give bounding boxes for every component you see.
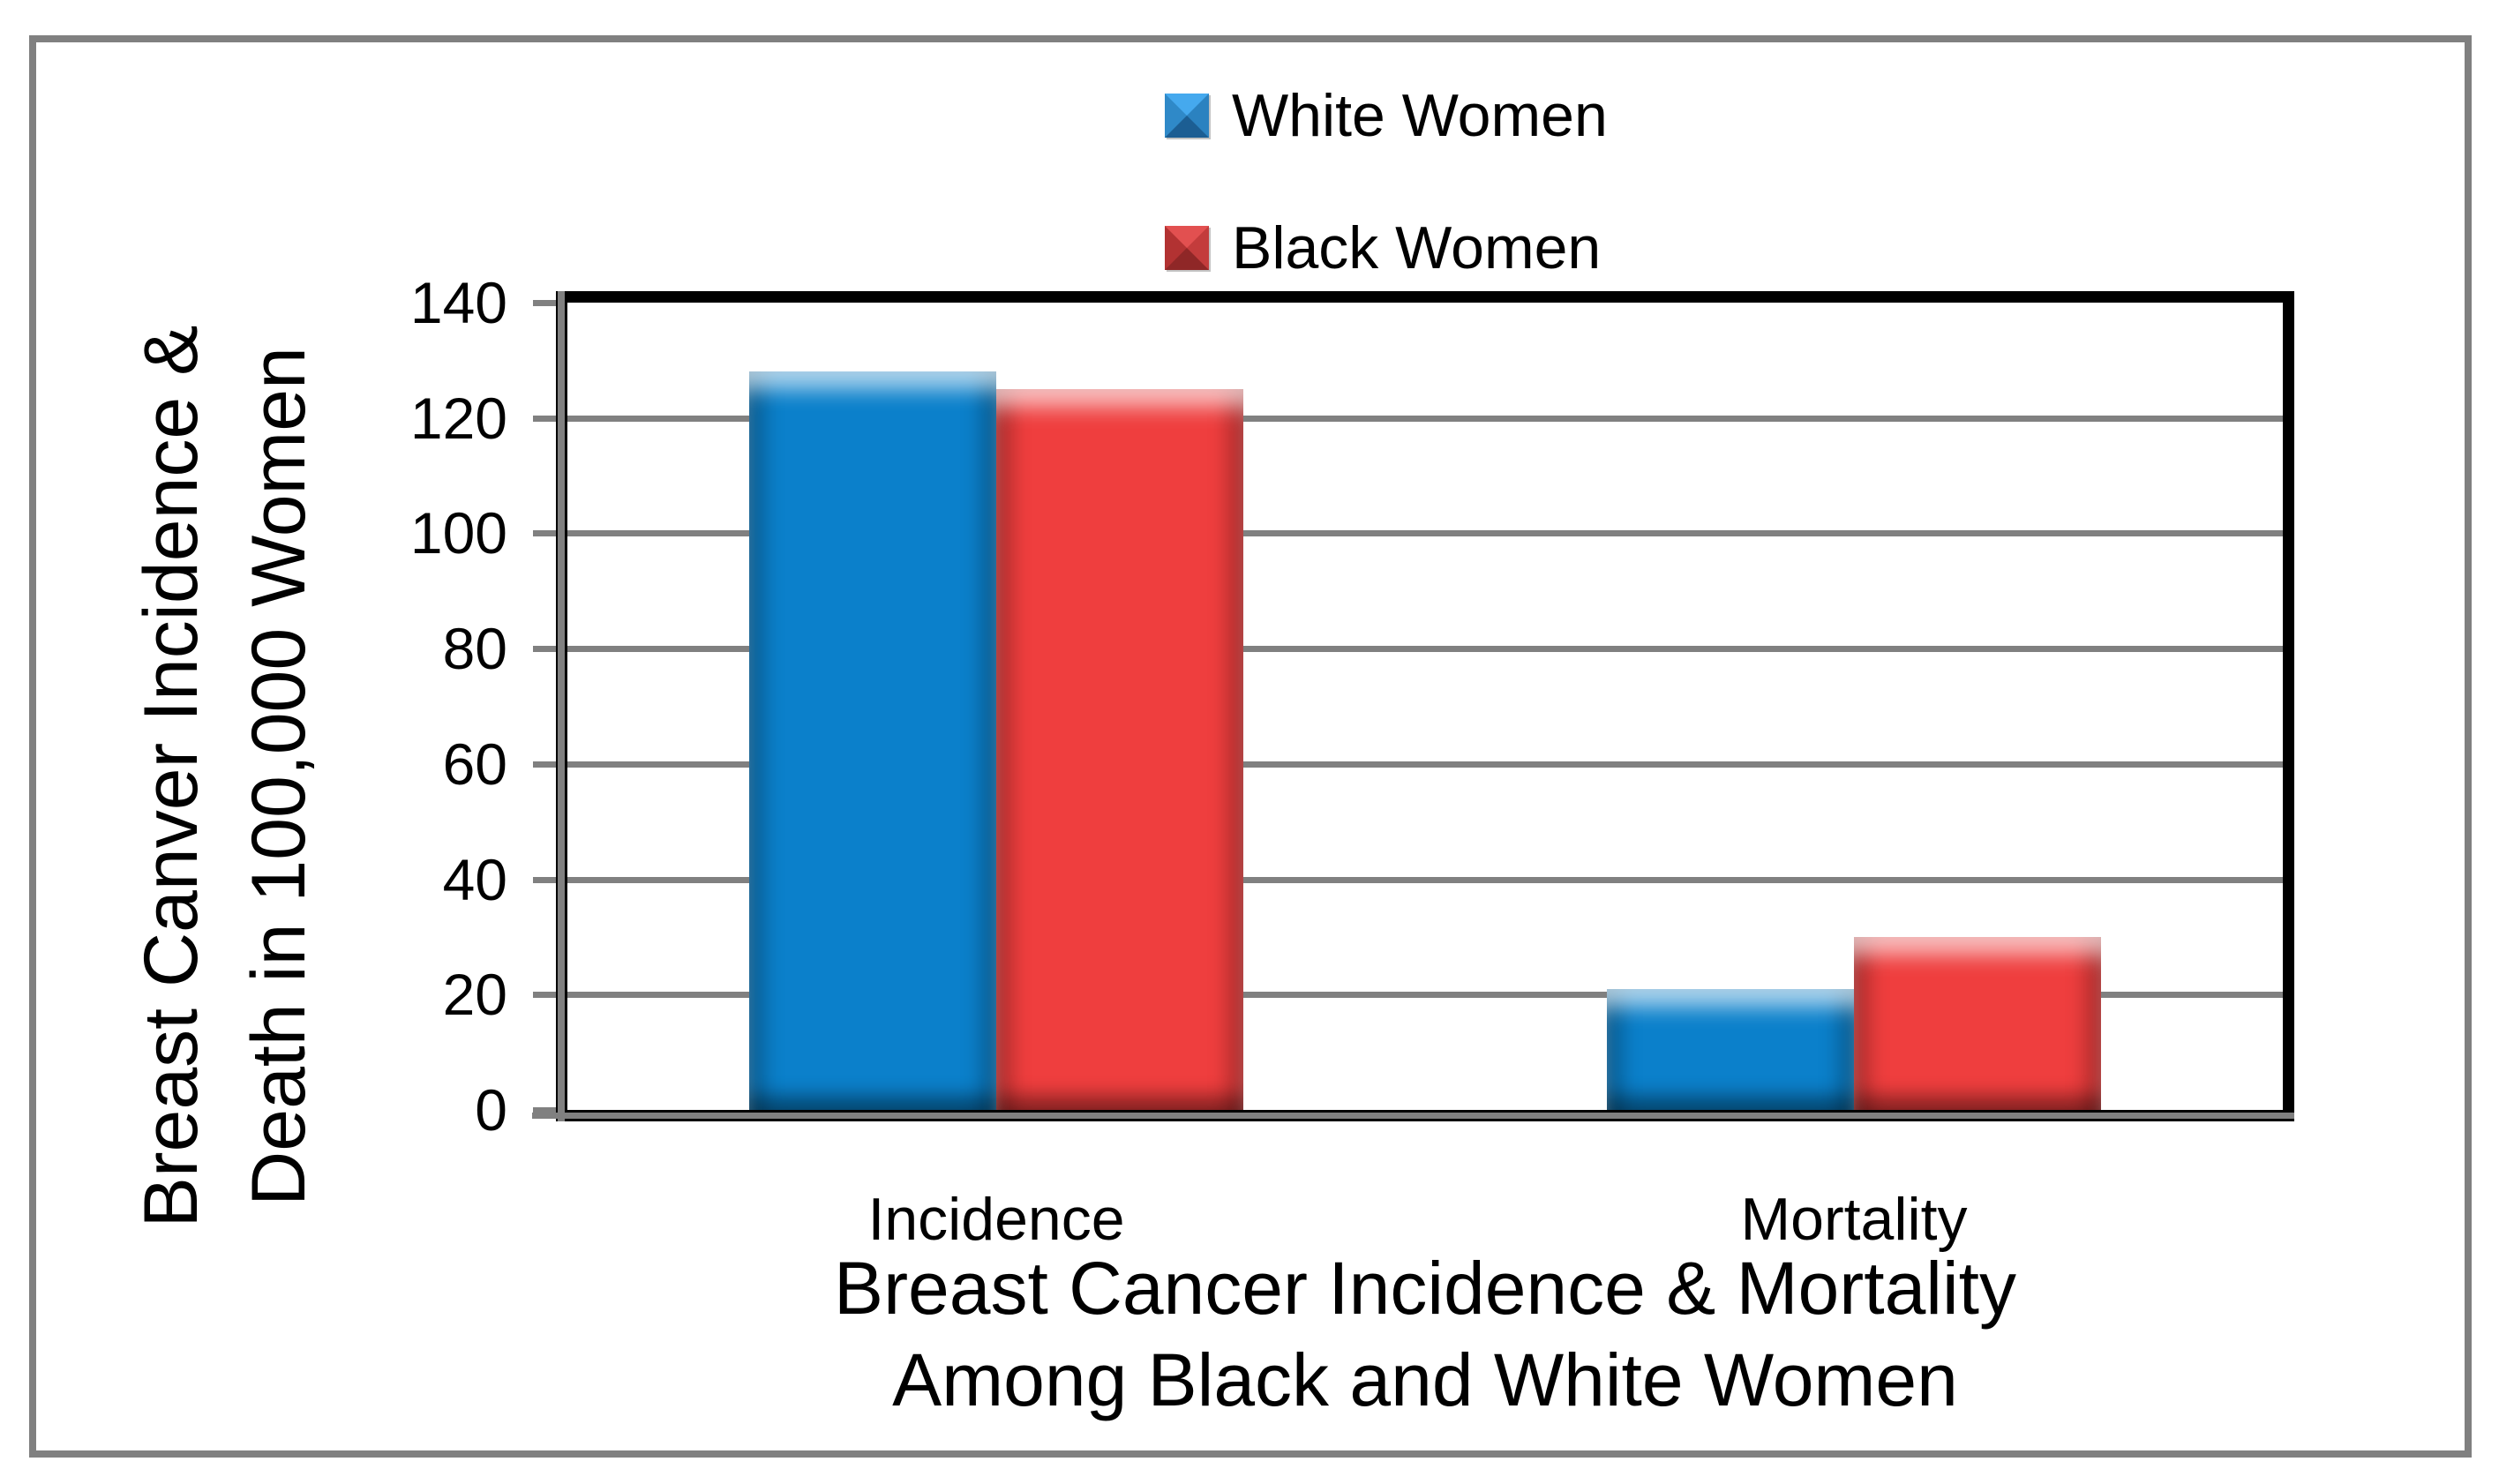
- x-tick-label-incidence: Incidence: [867, 1186, 1125, 1253]
- bar-black-women-mortality: [1854, 937, 2101, 1110]
- bar-white-women-incidence: [749, 371, 996, 1110]
- y-tick-label-80: 80: [442, 616, 507, 681]
- legend-item-black-women: Black Women: [1165, 217, 1608, 279]
- y-tick-80: [533, 646, 556, 652]
- black-women-swatch-icon: [1165, 226, 1209, 270]
- y-tick-label-100: 100: [409, 500, 507, 566]
- y-tick-100: [533, 530, 556, 536]
- legend-item-white-women: White Women: [1165, 85, 1608, 146]
- white-women-swatch-icon: [1165, 94, 1209, 138]
- gridline-60: [567, 761, 2283, 768]
- chart-outer-frame: [29, 35, 2472, 1458]
- y-tick-20: [533, 992, 556, 998]
- gridline-120: [567, 416, 2283, 422]
- y-tick-40: [533, 877, 556, 883]
- gridline-40: [567, 877, 2283, 883]
- chart-title: Breast Cancer Incidence & Mortality Amon…: [454, 1242, 2396, 1426]
- y-tick-label-0: 0: [475, 1077, 507, 1143]
- y-tick-label-40: 40: [442, 847, 507, 912]
- x-tick-label-mortality: Mortality: [1740, 1186, 1968, 1253]
- bar-white-women-mortality: [1607, 989, 1854, 1110]
- legend: White Women Black Women: [1165, 85, 1608, 279]
- y-tick-0: [533, 1107, 556, 1113]
- legend-label-white-women: White Women: [1232, 82, 1608, 149]
- y-tick-label-60: 60: [442, 731, 507, 797]
- y-axis-line: [558, 291, 565, 1121]
- y-tick-60: [533, 761, 556, 768]
- x-axis-line: [532, 1113, 2294, 1119]
- gridline-20: [567, 992, 2283, 998]
- y-tick-140: [533, 300, 556, 306]
- bar-black-women-incidence: [996, 389, 1243, 1110]
- gridline-80: [567, 646, 2283, 652]
- y-tick-label-20: 20: [442, 962, 507, 1027]
- y-tick-label-140: 140: [409, 270, 507, 335]
- chart-title-line2: Among Black and White Women: [892, 1338, 1958, 1421]
- legend-label-black-women: Black Women: [1232, 214, 1602, 281]
- y-tick-label-120: 120: [409, 386, 507, 451]
- chart-title-line1: Breast Cancer Incidence & Mortality: [834, 1247, 2016, 1330]
- gridline-100: [567, 530, 2283, 536]
- plot-area: [532, 291, 2294, 1121]
- y-tick-120: [533, 416, 556, 422]
